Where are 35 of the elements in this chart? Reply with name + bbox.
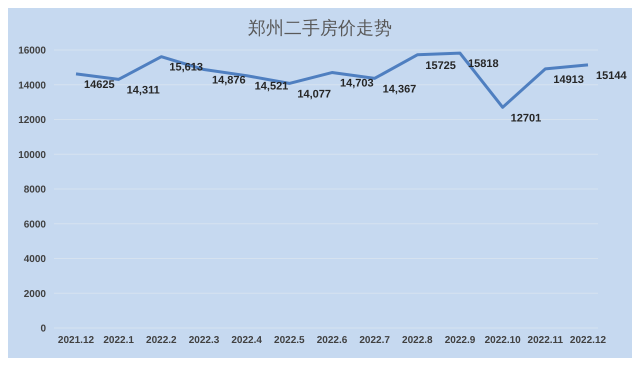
chart-title: 郑州二手房价走势: [247, 17, 393, 41]
data-label: 14,311: [126, 84, 160, 96]
data-label: 14625: [84, 78, 115, 91]
line-series: [74, 52, 590, 109]
y-tick-label: 2000: [24, 288, 46, 300]
data-label: 14,367: [382, 83, 416, 96]
x-tick-label: 2022.11: [528, 335, 564, 346]
x-tick-label: 2022.2: [146, 335, 178, 346]
y-tick-label: 6000: [24, 219, 46, 230]
x-tick-label: 2022.7: [359, 335, 390, 346]
data-label: 14,521: [254, 80, 288, 93]
x-tick-label: 2022.8: [402, 335, 434, 346]
y-tick-label: 14000: [18, 80, 46, 92]
x-tick-label: 2021.12: [58, 335, 95, 346]
y-tick-label: 10000: [18, 150, 46, 161]
x-tick-label: 2022.4: [231, 335, 262, 346]
data-label: 14,703: [340, 78, 374, 90]
data-label: 15725: [425, 60, 456, 72]
y-tick-label: 16000: [18, 46, 46, 57]
data-label: 12701: [510, 112, 542, 124]
y-tick-label: 12000: [18, 115, 46, 126]
y-tick-label: 8000: [24, 184, 46, 196]
y-tick-label: 4000: [24, 254, 46, 266]
x-tick-label: 2022.12: [570, 335, 607, 346]
x-tick-label: 2022.6: [316, 335, 348, 346]
data-label: 15144: [596, 70, 628, 82]
x-tick-label: 2022.1: [103, 335, 134, 346]
data-label: 14,077: [297, 88, 331, 100]
data-label: 14,876: [212, 74, 246, 87]
y-tick-label: 0: [40, 324, 46, 335]
data-label: 14913: [553, 74, 584, 86]
x-tick-label: 2022.10: [484, 335, 522, 346]
x-tick-label: 2022.9: [444, 335, 476, 346]
x-tick-label: 2022.3: [188, 335, 220, 346]
x-tick-label: 2022.5: [274, 335, 306, 346]
